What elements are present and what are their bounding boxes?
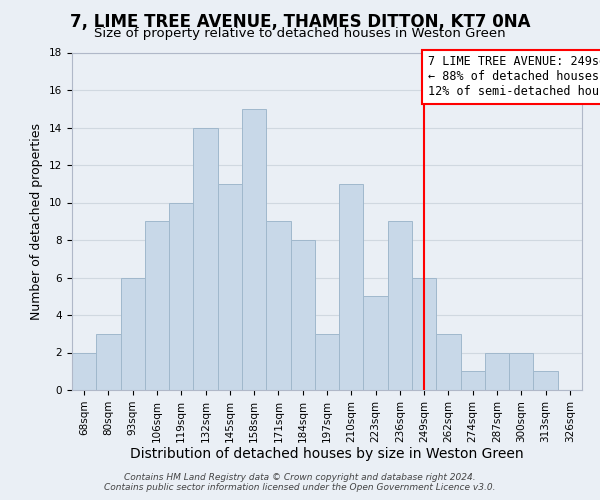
Text: Size of property relative to detached houses in Weston Green: Size of property relative to detached ho… (94, 28, 506, 40)
Bar (145, 221, 169, 390)
Bar (436, 334, 461, 390)
Bar (290, 240, 315, 390)
Bar (461, 371, 485, 390)
Bar (364, 296, 388, 390)
Bar (96, 334, 121, 390)
Bar (266, 221, 290, 390)
Bar (412, 278, 436, 390)
Bar (388, 221, 412, 390)
Bar (193, 128, 218, 390)
Bar (509, 352, 533, 390)
Bar (72, 352, 96, 390)
Text: 7 LIME TREE AVENUE: 249sqm
← 88% of detached houses are smaller (115)
12% of sem: 7 LIME TREE AVENUE: 249sqm ← 88% of deta… (428, 56, 600, 98)
Bar (315, 334, 339, 390)
Text: 7, LIME TREE AVENUE, THAMES DITTON, KT7 0NA: 7, LIME TREE AVENUE, THAMES DITTON, KT7 … (70, 12, 530, 30)
Y-axis label: Number of detached properties: Number of detached properties (31, 122, 43, 320)
X-axis label: Distribution of detached houses by size in Weston Green: Distribution of detached houses by size … (130, 448, 524, 462)
Bar (533, 371, 558, 390)
Bar (242, 109, 266, 390)
Bar (339, 184, 364, 390)
Bar (121, 278, 145, 390)
Text: Contains HM Land Registry data © Crown copyright and database right 2024.
Contai: Contains HM Land Registry data © Crown c… (104, 473, 496, 492)
Bar (218, 184, 242, 390)
Bar (485, 352, 509, 390)
Bar (169, 202, 193, 390)
